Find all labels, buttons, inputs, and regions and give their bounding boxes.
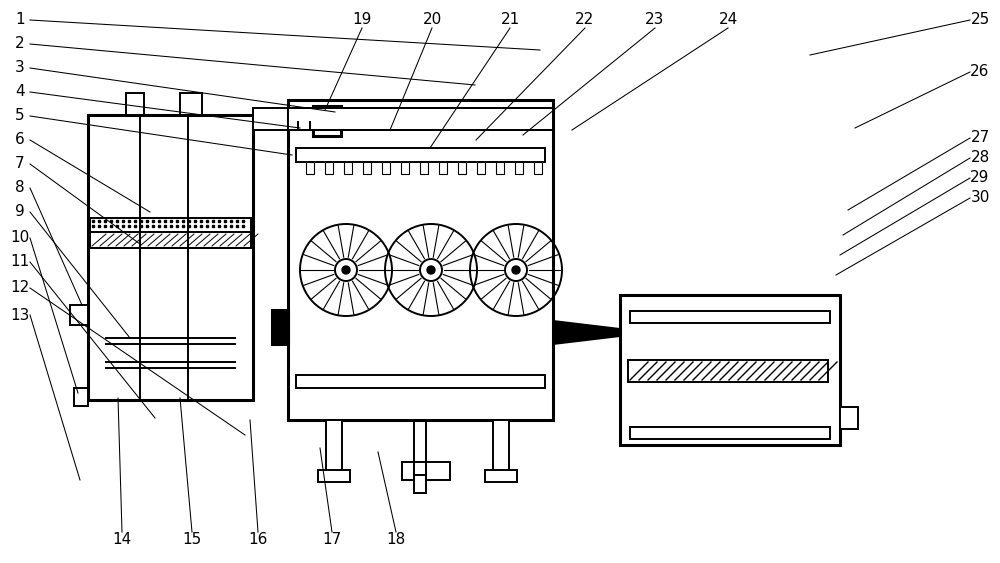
Bar bbox=[630, 427, 830, 439]
Text: 17: 17 bbox=[322, 533, 342, 547]
Bar bbox=[414, 475, 426, 493]
Text: 15: 15 bbox=[182, 533, 202, 547]
Text: 9: 9 bbox=[15, 204, 25, 220]
Bar bbox=[88, 115, 253, 400]
Text: 10: 10 bbox=[10, 230, 30, 245]
Text: 26: 26 bbox=[970, 65, 990, 79]
Text: 22: 22 bbox=[575, 12, 595, 28]
Bar bbox=[630, 311, 830, 323]
Bar bbox=[485, 470, 517, 482]
Bar bbox=[628, 360, 828, 382]
Bar bbox=[296, 375, 545, 388]
Text: 20: 20 bbox=[422, 12, 442, 28]
Text: 28: 28 bbox=[970, 150, 990, 166]
Bar bbox=[306, 162, 314, 174]
Text: 4: 4 bbox=[15, 84, 25, 100]
Bar bbox=[439, 162, 447, 174]
Bar bbox=[420, 162, 428, 174]
Text: 7: 7 bbox=[15, 157, 25, 172]
Text: 14: 14 bbox=[112, 533, 132, 547]
Bar bbox=[288, 108, 553, 130]
Text: 18: 18 bbox=[386, 533, 406, 547]
Bar bbox=[402, 462, 450, 480]
Text: 19: 19 bbox=[352, 12, 372, 28]
Bar bbox=[272, 310, 288, 344]
Bar bbox=[620, 295, 840, 445]
Text: 8: 8 bbox=[15, 181, 25, 195]
Bar bbox=[458, 162, 466, 174]
Bar bbox=[313, 106, 341, 136]
Text: 23: 23 bbox=[645, 12, 665, 28]
Bar bbox=[253, 108, 313, 130]
Text: 16: 16 bbox=[248, 533, 268, 547]
Text: 5: 5 bbox=[15, 109, 25, 123]
Bar bbox=[325, 162, 333, 174]
Bar bbox=[382, 162, 390, 174]
Bar bbox=[534, 162, 542, 174]
Bar bbox=[74, 388, 88, 406]
Bar bbox=[296, 148, 545, 162]
Bar bbox=[70, 305, 88, 325]
Circle shape bbox=[512, 266, 520, 274]
Bar bbox=[515, 162, 523, 174]
Bar bbox=[344, 162, 352, 174]
Text: 2: 2 bbox=[15, 37, 25, 51]
Bar bbox=[363, 162, 371, 174]
Bar bbox=[90, 232, 251, 248]
Bar bbox=[318, 470, 350, 482]
Bar bbox=[298, 108, 341, 130]
Bar bbox=[180, 93, 202, 115]
Bar bbox=[288, 100, 553, 420]
Text: 24: 24 bbox=[718, 12, 738, 28]
Text: 29: 29 bbox=[970, 171, 990, 185]
Text: 30: 30 bbox=[970, 190, 990, 205]
Bar bbox=[493, 420, 509, 478]
Text: 6: 6 bbox=[15, 132, 25, 148]
Text: 27: 27 bbox=[970, 131, 990, 145]
Text: 21: 21 bbox=[500, 12, 520, 28]
Text: 1: 1 bbox=[15, 12, 25, 28]
Bar bbox=[326, 420, 342, 478]
Polygon shape bbox=[553, 320, 620, 345]
Circle shape bbox=[427, 266, 435, 274]
Circle shape bbox=[342, 266, 350, 274]
Text: 3: 3 bbox=[15, 60, 25, 75]
Bar bbox=[90, 218, 251, 232]
Bar bbox=[477, 162, 485, 174]
Text: 11: 11 bbox=[10, 254, 30, 270]
Text: 25: 25 bbox=[970, 12, 990, 28]
Bar bbox=[401, 162, 409, 174]
Text: 13: 13 bbox=[10, 307, 30, 323]
Bar bbox=[126, 93, 144, 115]
Bar bbox=[840, 407, 858, 429]
Bar bbox=[496, 162, 504, 174]
Text: 12: 12 bbox=[10, 280, 30, 296]
